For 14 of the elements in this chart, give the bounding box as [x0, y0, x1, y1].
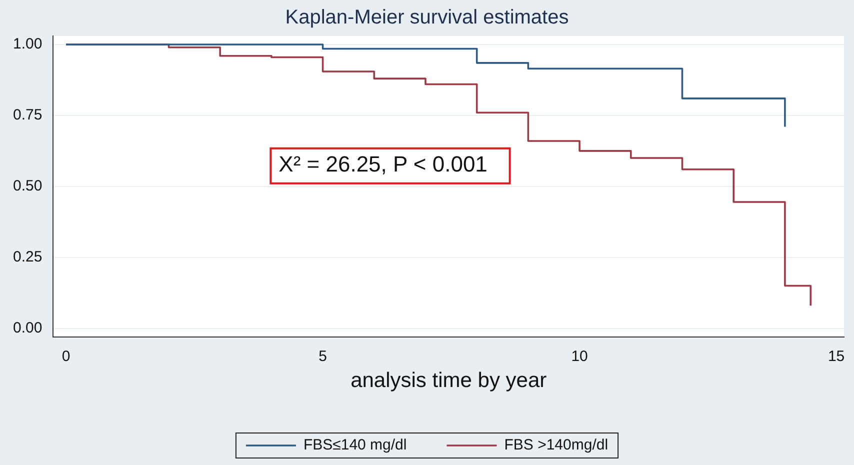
x-tick-label: 0 [62, 348, 70, 365]
annotation: X² = 26.25, P < 0.001 [278, 151, 488, 176]
x-tick-label: 15 [828, 348, 845, 365]
x-axis-title: analysis time by year [350, 369, 547, 392]
legend-label: FBS >140mg/dl [504, 436, 608, 454]
y-tick-label: 0.00 [12, 319, 42, 336]
y-tick-label: 0.75 [12, 106, 42, 124]
x-tick-label: 5 [318, 348, 327, 365]
legend-label: FBS≤140 mg/dl [303, 436, 407, 454]
x-tick-label: 10 [571, 348, 588, 365]
y-tick-label: 1.00 [12, 36, 42, 53]
y-tick-label: 0.50 [12, 178, 42, 195]
y-tick-label: 0.25 [12, 248, 42, 266]
chart-title: Kaplan-Meier survival estimates [285, 6, 569, 29]
